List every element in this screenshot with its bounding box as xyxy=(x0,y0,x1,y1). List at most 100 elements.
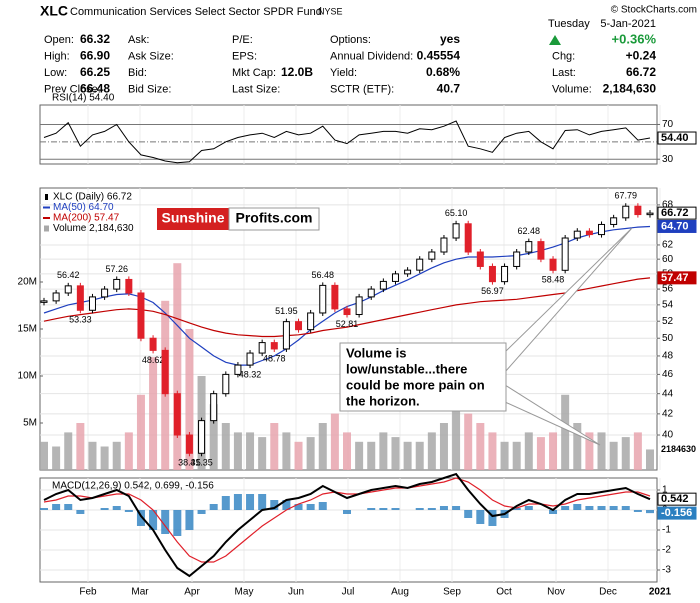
histogram-bar xyxy=(573,504,582,510)
annotation-text: low/unstable...there xyxy=(346,361,467,376)
moving-average xyxy=(43,277,651,338)
y-tick-label: 46 xyxy=(662,369,674,380)
y-tick-label: 52 xyxy=(662,316,674,327)
side-value: 66.72 xyxy=(626,65,656,79)
watermark-text: Profits.com xyxy=(235,210,312,226)
volume-bar xyxy=(136,394,145,470)
volume-bar xyxy=(100,446,109,470)
candle xyxy=(64,285,72,294)
x-tick-label: 2021 xyxy=(649,587,672,598)
value-tag xyxy=(657,131,697,145)
volume-bar xyxy=(124,432,133,470)
candle xyxy=(416,258,424,271)
volume-bar xyxy=(367,441,376,470)
candle xyxy=(549,258,557,271)
volume-bar xyxy=(270,423,279,470)
y-tick-label: 62 xyxy=(662,240,674,251)
stat-value: 66.48 xyxy=(80,82,110,96)
stat-label: Ask Size: xyxy=(128,50,174,62)
fund-name: Communication Services Select Sector SPD… xyxy=(70,6,322,18)
histogram-bar xyxy=(76,510,85,514)
histogram-bar xyxy=(246,494,255,510)
volume-bar xyxy=(573,423,582,470)
value-tag xyxy=(657,492,697,506)
candle xyxy=(113,278,121,290)
candle xyxy=(234,364,242,375)
volume-bar xyxy=(149,357,158,470)
y2-tick-label: 15M xyxy=(18,324,37,335)
volume-bar xyxy=(561,394,570,470)
volume-bar xyxy=(452,404,461,470)
volume-bar xyxy=(585,432,594,470)
symbol: XLC xyxy=(40,3,68,19)
annotation-text: could be more pain on xyxy=(346,377,485,392)
candle xyxy=(307,312,315,331)
candle xyxy=(573,230,581,239)
stat-value: 0.45554 xyxy=(417,49,461,63)
side-label: Volume: xyxy=(552,83,592,95)
exchange: NYSE xyxy=(318,6,343,16)
data-label: 65.10 xyxy=(445,208,468,218)
stat-value: yes xyxy=(440,32,460,46)
volume-bar xyxy=(76,423,85,470)
stat-value: 66.90 xyxy=(80,49,110,63)
side-label: Last: xyxy=(552,67,576,79)
volume-bar xyxy=(173,263,182,470)
candle xyxy=(513,251,521,267)
value-tag-label: -0.156 xyxy=(661,507,692,519)
volume-bar xyxy=(476,423,485,470)
y-tick-label: 44 xyxy=(662,388,674,399)
candle xyxy=(355,296,363,316)
watermark-text: Sunshine xyxy=(161,210,224,226)
candle xyxy=(198,420,206,454)
candle xyxy=(101,288,109,298)
value-tag-label: 0.542 xyxy=(661,493,689,505)
legend-swatch xyxy=(44,225,49,232)
data-label: 48.32 xyxy=(239,369,262,379)
value-tag-label: 57.47 xyxy=(661,272,689,284)
x-tick-label: Mar xyxy=(131,587,149,598)
value-tag xyxy=(657,206,697,220)
volume-bar xyxy=(185,329,194,470)
candle xyxy=(282,321,290,350)
candle xyxy=(343,308,351,316)
y-tick-label: 42 xyxy=(662,408,674,419)
side-label: Chg: xyxy=(552,50,575,62)
histogram-bar xyxy=(379,508,388,510)
y-tick-label: 48 xyxy=(662,351,674,362)
volume-bar xyxy=(379,432,388,470)
candle xyxy=(222,373,230,395)
y-tick-label: -2 xyxy=(662,545,671,556)
histogram-bar xyxy=(270,500,279,510)
volume-bar xyxy=(609,441,618,470)
volume-bar xyxy=(415,441,424,470)
candle xyxy=(76,285,84,311)
data-label: 56.48 xyxy=(311,270,334,280)
stat-label: Bid: xyxy=(128,67,147,79)
histogram-bar xyxy=(52,504,61,510)
volume-bar xyxy=(88,441,97,470)
y-tick-label: 30 xyxy=(662,154,674,165)
legend-label: MA(50) 64.70 xyxy=(53,202,114,213)
stat-label: P/E: xyxy=(232,34,253,46)
y-tick-label: 40 xyxy=(662,430,674,441)
rsi-line xyxy=(43,120,651,164)
watermark-red xyxy=(157,208,229,230)
candle xyxy=(173,393,181,436)
data-label: 51.95 xyxy=(275,306,298,316)
volume-bar xyxy=(524,432,533,470)
histogram-bar xyxy=(294,504,303,510)
histogram-bar xyxy=(149,510,158,530)
candle xyxy=(258,342,266,354)
y-tick-label: -1 xyxy=(662,525,671,536)
candle xyxy=(610,217,618,225)
stat-label: EPS: xyxy=(232,50,257,62)
candle xyxy=(464,223,472,253)
y-tick-label: 1 xyxy=(662,485,668,496)
y-tick-label: -3 xyxy=(662,565,671,576)
histogram-bar xyxy=(439,506,448,510)
annotation-box xyxy=(339,342,507,412)
volume-bar xyxy=(621,437,630,470)
stat-label: Annual Dividend: xyxy=(330,50,413,62)
